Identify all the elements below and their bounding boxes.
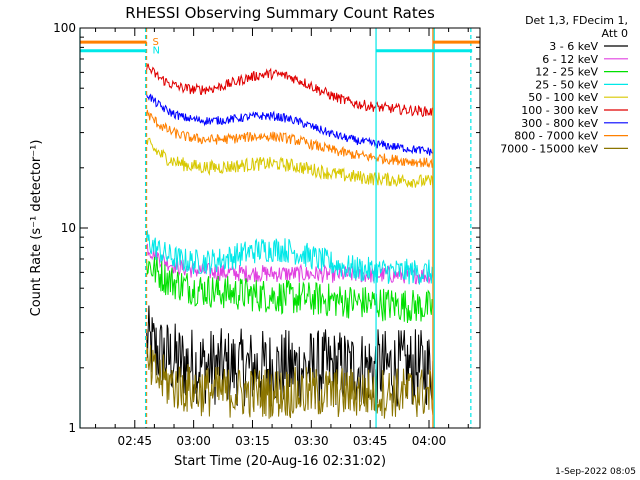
legend-header: Det 1,3, FDecim 1, Att 0	[525, 14, 628, 40]
series-line-6	[146, 63, 434, 118]
x-tick-label-6: 04:00	[412, 434, 447, 448]
y-tick-label-3: 100	[53, 21, 76, 35]
x-tick-label-2: 03:00	[176, 434, 211, 448]
legend-label-1: 3 - 6 keV	[549, 40, 598, 53]
y-tick-label-1: 1	[68, 421, 76, 435]
x-tick-label-1: 02:45	[117, 434, 152, 448]
legend-label-4: 25 - 50 keV	[535, 78, 598, 91]
x-axis-label: Start Time (20-Aug-16 02:31:02)	[174, 454, 386, 469]
legend-label-5: 50 - 100 keV	[528, 91, 598, 104]
series-layer	[146, 63, 434, 419]
series-line-9	[146, 345, 434, 419]
flag-label-2: N	[153, 46, 160, 57]
series-line-8	[146, 109, 434, 168]
y-axis-label: Count Rate (s⁻¹ detector⁻¹)	[29, 140, 44, 317]
timestamp: 1-Sep-2022 08:05	[555, 467, 636, 477]
x-tick-label-4: 03:30	[294, 434, 329, 448]
x-tick-label-3: 03:15	[235, 434, 270, 448]
legend-label-6: 100 - 300 keV	[521, 104, 598, 117]
legend-label-9: 7000 - 15000 keV	[500, 142, 598, 155]
series-line-5	[146, 137, 434, 189]
legend-label-3: 12 - 25 keV	[535, 66, 598, 79]
series-line-4	[146, 230, 434, 285]
legend-label-2: 6 - 12 keV	[542, 53, 598, 66]
x-tick-label-5: 03:45	[353, 434, 388, 448]
legend-label-8: 800 - 7000 keV	[514, 130, 598, 143]
chart-title: RHESSI Observing Summary Count Rates	[125, 4, 435, 22]
flag-label-1: S	[153, 37, 159, 48]
series-line-7	[146, 93, 434, 156]
y-tick-label-2: 10	[61, 221, 76, 235]
legend-label-7: 300 - 800 keV	[521, 117, 598, 130]
legend-header-line-1: Det 1,3, FDecim 1,	[525, 14, 628, 27]
axes-layer: 02:45 03:00 03:15 03:30 03:45 04:00 1 10 100	[53, 21, 480, 448]
series-line-3	[146, 256, 434, 324]
legend-header-line-2: Att 0	[602, 27, 628, 40]
